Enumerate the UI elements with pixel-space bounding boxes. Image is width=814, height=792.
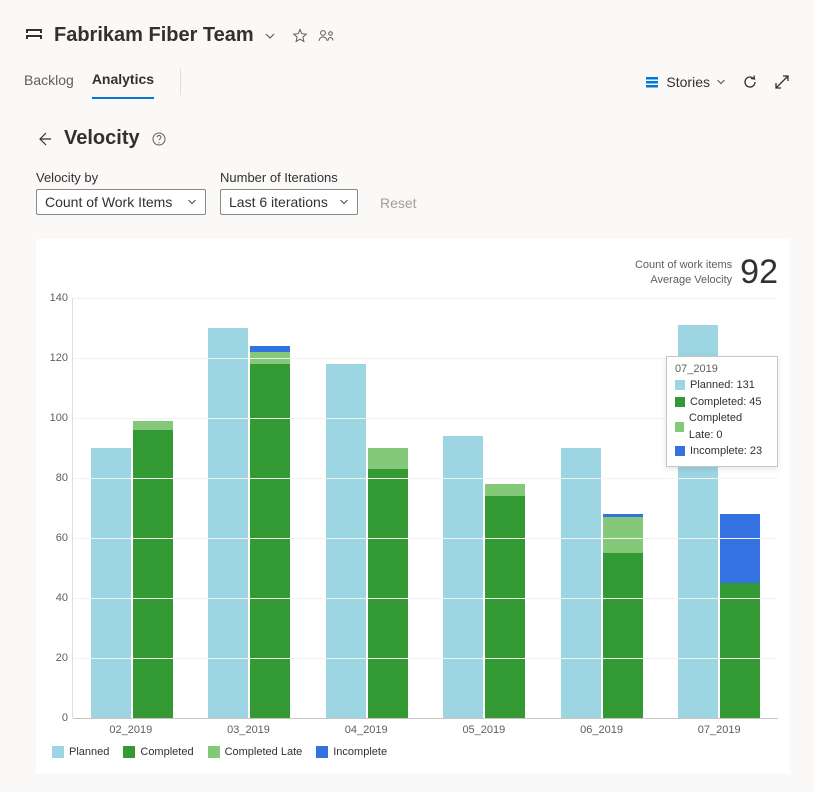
planned-bar[interactable] — [678, 325, 718, 718]
x-tick: 03_2019 — [190, 718, 308, 736]
back-icon[interactable] — [36, 131, 52, 147]
gridline — [73, 658, 778, 659]
completed-segment — [603, 553, 643, 718]
completed_late-segment — [485, 484, 525, 496]
refresh-icon[interactable] — [742, 74, 758, 90]
x-tick: 06_2019 — [543, 718, 661, 736]
summary-line2: Average Velocity — [635, 273, 732, 287]
legend-label: Planned — [69, 746, 109, 758]
summary-line1: Count of work items — [635, 258, 732, 272]
completed_late-segment — [133, 421, 173, 430]
legend-item[interactable]: Planned — [52, 746, 109, 758]
iterations-label: Number of Iterations — [220, 170, 358, 185]
completed_late-segment — [603, 517, 643, 553]
legend-label: Completed Late — [225, 746, 303, 758]
completed-segment — [133, 430, 173, 718]
bar-group — [543, 298, 661, 718]
completed-segment — [720, 583, 760, 718]
legend-label: Completed — [140, 746, 193, 758]
x-tick: 02_2019 — [72, 718, 190, 736]
gridline — [73, 718, 778, 719]
gridline — [73, 598, 778, 599]
legend-swatch — [123, 746, 135, 758]
result-bar[interactable] — [368, 448, 408, 718]
reset-button[interactable]: Reset — [372, 191, 425, 215]
legend-swatch — [52, 746, 64, 758]
velocity-chart-card: Count of work items Average Velocity 92 … — [36, 239, 790, 774]
chevron-down-icon[interactable] — [264, 30, 276, 42]
completed_late-segment — [368, 448, 408, 469]
bar-group — [661, 298, 779, 718]
x-tick: 04_2019 — [307, 718, 425, 736]
bar-group — [73, 298, 191, 718]
summary-value: 92 — [740, 253, 778, 292]
result-bar[interactable] — [603, 514, 643, 718]
y-tick: 0 — [62, 712, 68, 724]
x-tick: 05_2019 — [425, 718, 543, 736]
result-bar[interactable] — [133, 421, 173, 718]
team-name[interactable]: Fabrikam Fiber Team — [54, 24, 254, 47]
iterations-value: Last 6 iterations — [229, 194, 328, 210]
velocity-by-label: Velocity by — [36, 170, 206, 185]
result-bar[interactable] — [485, 484, 525, 718]
velocity-by-value: Count of Work Items — [45, 194, 172, 210]
gridline — [73, 298, 778, 299]
stories-label: Stories — [666, 74, 710, 90]
stories-icon — [644, 74, 660, 90]
x-tick: 07_2019 — [660, 718, 778, 736]
y-tick: 120 — [50, 352, 68, 364]
legend-item[interactable]: Completed Late — [208, 746, 303, 758]
legend-swatch — [316, 746, 328, 758]
bar-group — [426, 298, 544, 718]
velocity-chart: 020406080100120140 07_2019Planned: 131Co… — [48, 298, 778, 718]
result-bar[interactable] — [250, 346, 290, 718]
tab-analytics[interactable]: Analytics — [92, 65, 154, 99]
completed-segment — [485, 496, 525, 718]
iterations-select[interactable]: Last 6 iterations — [220, 189, 358, 215]
result-bar[interactable] — [720, 514, 760, 718]
tab-backlog[interactable]: Backlog — [24, 66, 74, 98]
planned-bar[interactable] — [91, 448, 131, 718]
y-tick: 140 — [50, 292, 68, 304]
y-tick: 40 — [56, 592, 68, 604]
legend-label: Incomplete — [333, 746, 387, 758]
planned-bar[interactable] — [561, 448, 601, 718]
velocity-by-select[interactable]: Count of Work Items — [36, 189, 206, 215]
nav-tabs: Backlog Analytics — [24, 65, 181, 99]
team-members-icon[interactable] — [318, 28, 336, 44]
stories-dropdown[interactable]: Stories — [644, 74, 726, 90]
bar-group — [308, 298, 426, 718]
divider — [180, 69, 181, 95]
chevron-down-icon — [339, 197, 349, 207]
gridline — [73, 358, 778, 359]
favorite-star-icon[interactable] — [292, 28, 308, 44]
gridline — [73, 418, 778, 419]
help-icon[interactable] — [152, 132, 166, 146]
chevron-down-icon — [716, 77, 726, 87]
gridline — [73, 538, 778, 539]
y-tick: 20 — [56, 652, 68, 664]
planned-bar[interactable] — [208, 328, 248, 718]
team-icon — [24, 26, 44, 46]
gridline — [73, 478, 778, 479]
page-title: Velocity — [64, 127, 140, 150]
y-tick: 100 — [50, 412, 68, 424]
y-tick: 80 — [56, 472, 68, 484]
bar-group — [191, 298, 309, 718]
legend-item[interactable]: Completed — [123, 746, 193, 758]
completed-segment — [368, 469, 408, 718]
legend-swatch — [208, 746, 220, 758]
legend-item[interactable]: Incomplete — [316, 746, 387, 758]
y-tick: 60 — [56, 532, 68, 544]
chevron-down-icon — [187, 197, 197, 207]
fullscreen-icon[interactable] — [774, 74, 790, 90]
team-breadcrumb: Fabrikam Fiber Team — [24, 24, 790, 47]
incomplete-segment — [720, 514, 760, 583]
